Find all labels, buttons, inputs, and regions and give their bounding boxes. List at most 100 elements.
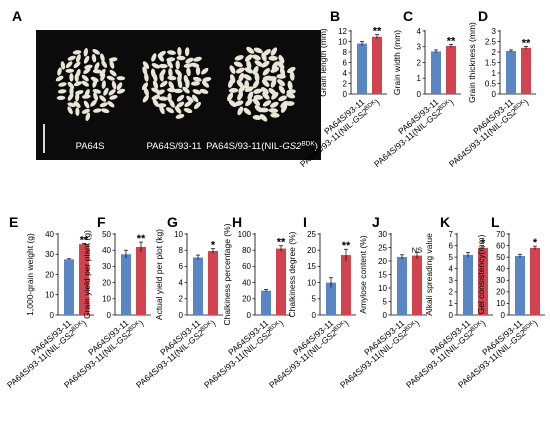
rice-grain (92, 69, 102, 74)
category-label: PA64S/93-11(NIL-GS2BDK) (267, 318, 350, 390)
y-axis-label: Amylose content (%) (358, 235, 368, 314)
panel-letter-b: B (330, 8, 340, 24)
rice-grain (234, 100, 244, 107)
rice-grain (177, 79, 183, 89)
bar-nil (372, 36, 382, 94)
rice-grain (83, 55, 90, 64)
grain-photo-grains (55, 46, 296, 122)
y-tick-label: 70 (496, 230, 505, 239)
panel-letter-d: D (478, 8, 488, 24)
rice-grain (151, 94, 161, 101)
rice-grain (227, 78, 234, 88)
rice-grain (67, 106, 73, 115)
rice-grain (192, 76, 202, 82)
y-tick-label: 30 (102, 262, 111, 271)
significance-mark: ** (80, 234, 89, 246)
y-tick-label: 0 (247, 311, 252, 320)
rice-grain (238, 72, 245, 82)
rice-grain (268, 108, 279, 114)
rice-grain (253, 47, 263, 54)
bar-control (193, 257, 203, 315)
rice-grain (73, 81, 82, 87)
rice-grain (67, 102, 76, 108)
rice-grain (183, 63, 193, 68)
rice-grain (158, 96, 168, 101)
rice-grain (159, 80, 168, 88)
y-tick-label: 0 (417, 90, 422, 99)
rice-grain (287, 66, 296, 74)
rice-grain (74, 73, 79, 83)
rice-grain (228, 99, 237, 107)
rice-grain (244, 86, 254, 93)
rice-grain (243, 74, 252, 81)
y-tick-label: 5 (383, 297, 388, 306)
rice-grain (90, 99, 97, 107)
y-tick-label: 10 (378, 284, 387, 293)
rice-grain (103, 87, 109, 96)
rice-grain (152, 80, 159, 89)
rice-grain (57, 67, 62, 76)
y-tick-label: 10 (174, 230, 183, 239)
rice-grain (83, 67, 91, 74)
rice-grain (81, 74, 89, 82)
bar-control (121, 254, 131, 315)
rice-grain (176, 101, 185, 108)
y-tick-label: 2 (179, 295, 184, 304)
panel-letter-a: A (12, 8, 22, 24)
y-tick-label: 0 (492, 90, 497, 99)
y-axis-label: Alkali spreading value (424, 233, 434, 316)
y-tick-label: 60 (496, 241, 505, 250)
rice-grain (75, 54, 81, 63)
y-tick-label: 0 (449, 311, 454, 320)
y-tick-label: 20 (378, 257, 387, 266)
rice-grain (168, 68, 173, 78)
rice-grain (109, 95, 118, 100)
panel-a: A PA64S PA64S/93-11 PA64S/93-11(NIL-GS2B… (12, 8, 321, 160)
rice-grain (276, 73, 286, 79)
rice-grain (183, 107, 193, 114)
y-tick-label: 80 (242, 246, 251, 255)
bar-nil (208, 251, 218, 315)
rice-grain (111, 80, 117, 90)
y-tick-label: 1 (492, 69, 497, 78)
bar-control (397, 256, 407, 315)
y-tick-label: 10 (102, 295, 111, 304)
y-tick-label: 2 (449, 288, 454, 297)
bar-nil (412, 255, 422, 315)
rice-grain (152, 99, 159, 107)
rice-grain (58, 82, 67, 87)
bar-nil (276, 248, 286, 315)
rice-grain (151, 63, 160, 69)
y-tick-label: 4 (179, 278, 184, 287)
rice-grain (234, 55, 244, 61)
panel-letter-g: G (167, 214, 178, 230)
rice-grain (65, 61, 73, 69)
rice-grain (202, 77, 212, 82)
rice-grain (92, 89, 102, 94)
rice-grain (228, 87, 239, 93)
y-axis-label: 1,000-grain weight (g) (25, 233, 35, 316)
rice-grain (101, 60, 108, 68)
bar-nil (79, 244, 89, 315)
y-axis-label: Grain width (mm) (392, 30, 402, 95)
y-tick-label: 40 (45, 230, 54, 239)
rice-grain (75, 92, 80, 102)
significance-mark: * (533, 237, 538, 249)
rice-grain (116, 82, 123, 91)
rice-grain (75, 107, 80, 116)
rice-grain (261, 60, 270, 68)
panel-letter-f: F (97, 214, 106, 230)
rice-grain (65, 68, 75, 73)
y-tick-label: 5 (449, 253, 454, 262)
bar-nil (478, 247, 488, 315)
rice-grain (83, 48, 88, 57)
rice-grain (229, 65, 236, 74)
y-tick-label: 3 (492, 27, 497, 36)
rice-grain (151, 53, 157, 62)
rice-grain (245, 98, 253, 107)
y-tick-label: 1 (449, 299, 454, 308)
rice-grain (278, 95, 287, 102)
